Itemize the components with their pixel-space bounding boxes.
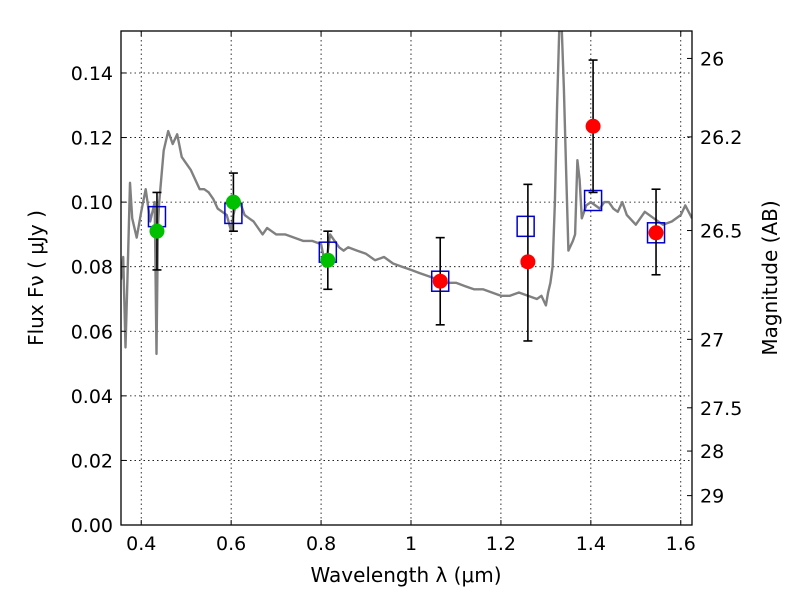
y-tick-label: 0.14 xyxy=(71,63,113,85)
y-tick-label: 0.00 xyxy=(71,515,113,537)
right-tick-label: 26.5 xyxy=(700,221,742,243)
observed-flux-point xyxy=(585,118,601,134)
right-tick-label: 27 xyxy=(700,329,724,351)
x-tick-label: 1.6 xyxy=(666,533,696,555)
right-tick-label: 28 xyxy=(700,441,724,463)
x-tick-label: 0.8 xyxy=(306,533,336,555)
y-tick-label: 0.10 xyxy=(71,192,113,214)
right-tick-label: 27.5 xyxy=(700,398,742,420)
y-tick-label: 0.06 xyxy=(71,321,113,343)
x-tick-label: 1 xyxy=(405,533,417,555)
right-tick-label: 26 xyxy=(700,48,724,70)
y-axis-label: Flux Fν ( μJy ) xyxy=(24,210,48,346)
y-tick-label: 0.08 xyxy=(71,257,113,279)
right-axis-label: Magnitude (AB) xyxy=(758,200,782,355)
x-tick-label: 1.2 xyxy=(486,533,516,555)
plot-frame xyxy=(120,30,693,526)
x-tick-label: 0.4 xyxy=(126,533,156,555)
y-tick-label: 0.04 xyxy=(71,386,113,408)
observed-flux-point xyxy=(648,225,664,241)
x-tick-label: 1.4 xyxy=(576,533,606,555)
template-spectrum-line xyxy=(121,31,692,356)
y-tick-label: 0.12 xyxy=(71,128,113,150)
observed-flux-point xyxy=(320,252,336,268)
model-box-marker xyxy=(516,215,535,238)
right-tick-label: 26.2 xyxy=(700,127,742,149)
plot-area xyxy=(121,31,692,356)
right-tick-label: 29 xyxy=(700,486,724,508)
observed-flux-point xyxy=(225,194,241,210)
observed-flux-point xyxy=(520,254,536,270)
x-axis-label: Wavelength λ (μm) xyxy=(310,563,501,587)
x-tick-label: 0.6 xyxy=(216,533,246,555)
y-tick-label: 0.02 xyxy=(71,450,113,472)
observed-flux-point xyxy=(149,223,165,239)
axis-ticks: 0.4 0.6 0.8 1 1.2 1.4 1.6 0.00 0.02 0.04 0.06 0.08 0… xyxy=(71,31,742,555)
observed-flux-point xyxy=(432,273,448,289)
